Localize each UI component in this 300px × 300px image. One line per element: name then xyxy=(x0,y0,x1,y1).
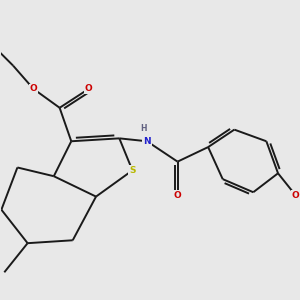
Text: S: S xyxy=(129,166,136,175)
Text: H: H xyxy=(140,124,147,133)
Text: N: N xyxy=(143,137,151,146)
Text: O: O xyxy=(292,190,299,200)
Text: O: O xyxy=(85,84,93,93)
Text: O: O xyxy=(174,190,182,200)
Text: O: O xyxy=(29,84,37,93)
